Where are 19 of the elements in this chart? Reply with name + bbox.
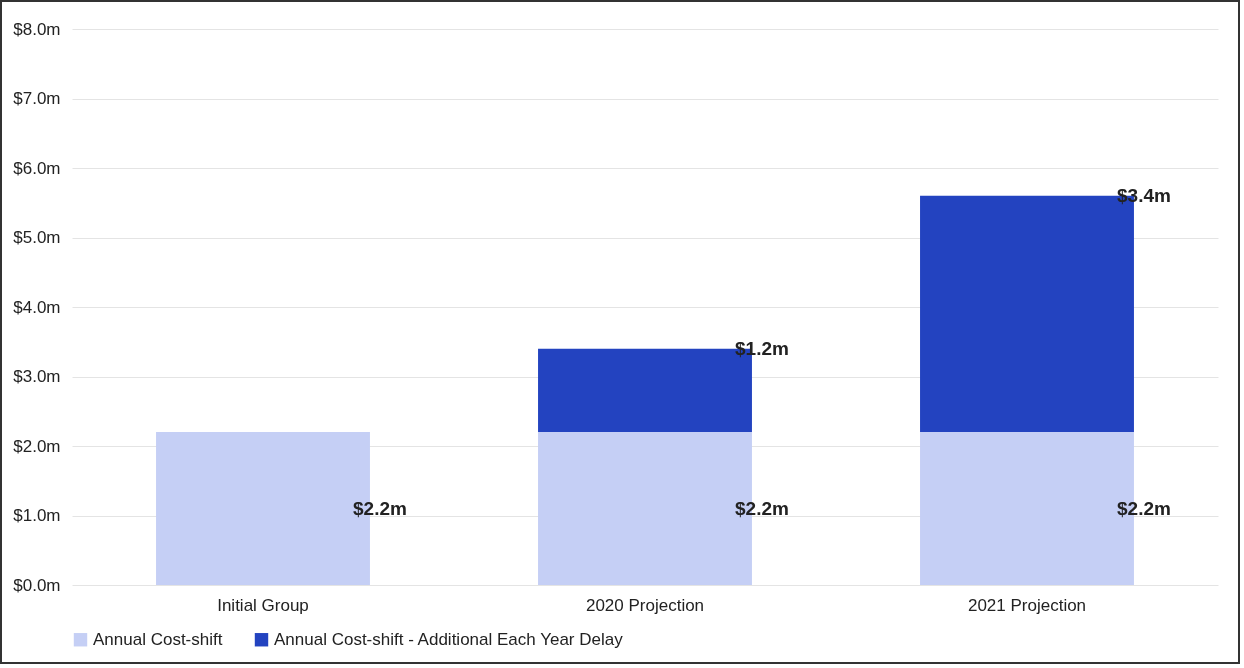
y-tick-label: $3.0m [13,367,61,386]
x-tick-label: 2021 Projection [967,595,1087,615]
y-tick-label: $0.0m [13,575,61,595]
y-tick-label: $2.0m [13,436,61,456]
legend-label: Annual Cost-shift - Additional Each Year Delay [274,629,624,649]
y-tick-label: $1.0m [13,506,61,525]
x-tick-label: 2020 Projection [585,595,705,615]
y-tick-label: $6.0m [13,158,61,178]
data-label: $2.2m [735,497,789,519]
data-label: $3.4m [1117,184,1171,206]
data-label: $1.2m [735,337,789,359]
y-tick-label: $5.0m [13,228,61,247]
x-tick-label: Initial Group [217,595,309,615]
y-tick-label: $7.0m [13,89,61,108]
data-label: $2.2m [1117,497,1171,519]
legend-label: Annual Cost-shift [93,629,223,649]
y-tick-label: $4.0m [13,297,61,317]
data-label: $2.2m [353,497,407,519]
y-tick-label: $8.0m [13,19,61,39]
